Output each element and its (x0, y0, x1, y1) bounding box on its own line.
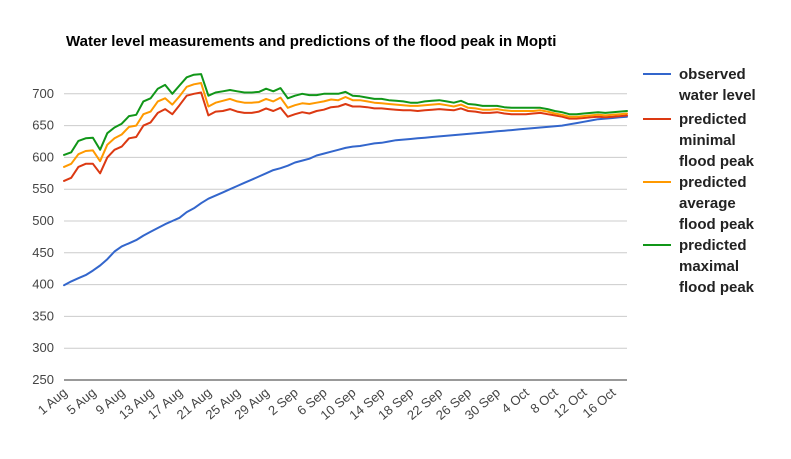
legend-label-3: maximal (679, 258, 739, 275)
y-tick-label: 650 (32, 118, 54, 133)
legend-label-1: predicted (679, 111, 747, 128)
legend-label-0: water level (678, 87, 756, 104)
series-line-0 (63, 115, 628, 287)
x-tick-label: 16 Oct (580, 385, 619, 421)
y-tick-label: 400 (32, 277, 54, 292)
x-tick-label: 4 Oct (498, 385, 532, 417)
y-tick-label: 550 (32, 181, 54, 196)
series-line-3 (63, 73, 628, 156)
legend: observed water level predicted minimal flood… (643, 66, 756, 296)
legend-label-0: observed (679, 66, 746, 83)
series-lines (63, 73, 628, 287)
legend-label-2: predicted (679, 174, 747, 191)
y-tick-label: 350 (32, 308, 54, 323)
legend-label-1: flood peak (679, 153, 755, 170)
series-line-2 (63, 82, 628, 168)
gridlines (64, 93, 627, 381)
legend-label-3: flood peak (679, 279, 755, 296)
x-tick-label: 2 Sep (265, 385, 301, 418)
legend-label-3: predicted (679, 237, 747, 254)
legend-label-2: average (679, 195, 736, 212)
y-tick-label: 600 (32, 149, 54, 164)
y-tick-label: 450 (32, 245, 54, 260)
y-tick-label: 500 (32, 213, 54, 228)
x-tick-label: 5 Aug (64, 385, 99, 418)
legend-label-2: flood peak (679, 216, 755, 233)
y-tick-label: 300 (32, 340, 54, 355)
y-tick-label: 700 (32, 86, 54, 101)
x-tick-label: 1 Aug (35, 385, 70, 418)
y-tick-label: 250 (32, 372, 54, 387)
series-line-1 (63, 91, 628, 182)
y-axis-ticks: 250 300 350 400 450 500 550 600 650 700 (32, 86, 54, 387)
chart-title: Water level measurements and predictions… (66, 33, 556, 50)
legend-label-1: minimal (679, 132, 736, 149)
